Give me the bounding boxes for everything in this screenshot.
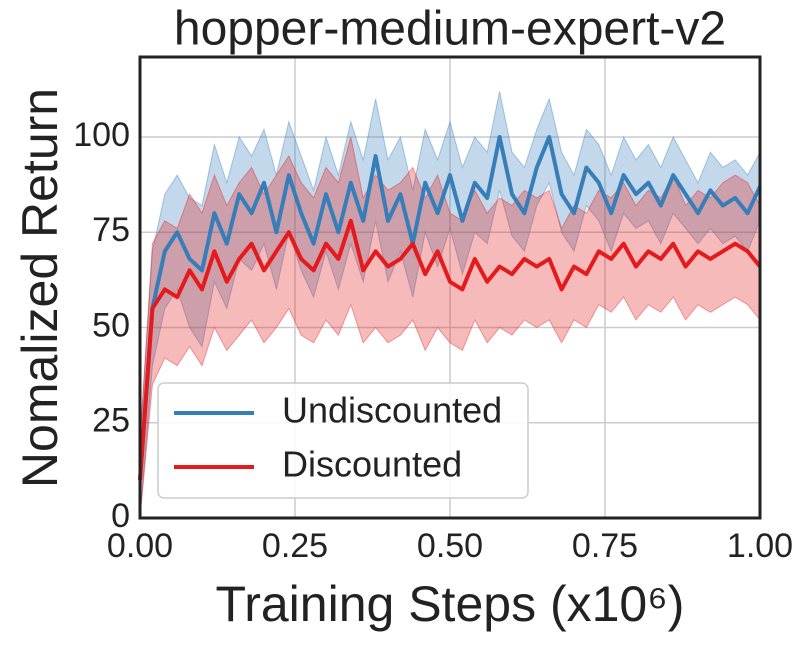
legend-label: Undiscounted <box>282 390 502 431</box>
series-line <box>138 135 762 481</box>
x-tick-label: 1.00 <box>727 527 793 565</box>
plot-frame <box>138 55 762 520</box>
series-line <box>138 218 762 481</box>
x-axis-label: Training Steps (x10⁶) <box>216 576 685 632</box>
y-tick-label: 100 <box>73 116 130 154</box>
x-tick-label: 0.50 <box>417 527 483 565</box>
x-tick-label: 0.00 <box>107 527 173 565</box>
y-tick-label: 0 <box>111 497 130 535</box>
y-axis-label: Nomalized Return <box>12 88 68 488</box>
y-tick-label: 75 <box>92 211 130 249</box>
y-tick-label: 50 <box>92 306 130 344</box>
chart-title: hopper-medium-expert-v2 <box>174 3 726 56</box>
x-tick-label: 0.75 <box>572 527 638 565</box>
x-tick-label: 0.25 <box>262 527 328 565</box>
legend-label: Discounted <box>282 444 462 485</box>
y-tick-label: 25 <box>92 402 130 440</box>
